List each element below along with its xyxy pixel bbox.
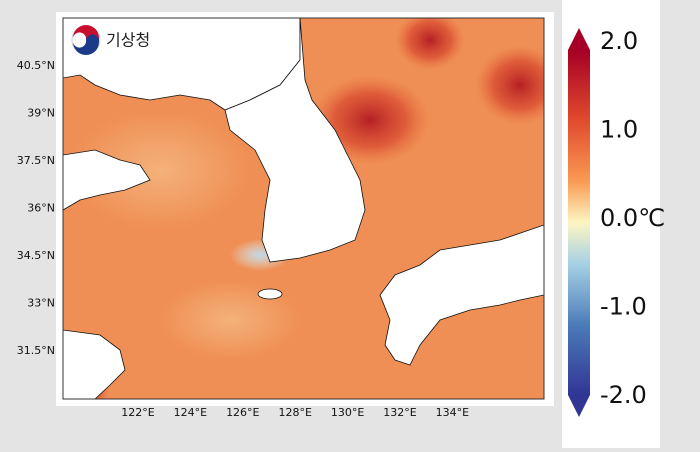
hot-area bbox=[395, 18, 465, 70]
longitude-label: 134°E bbox=[436, 406, 469, 419]
colorbar-label: -1.0 bbox=[600, 293, 647, 321]
colorbar-label: 0.0℃ bbox=[600, 204, 665, 232]
map-frame bbox=[62, 17, 545, 400]
colorbar bbox=[568, 50, 590, 395]
colorbar-label: -2.0 bbox=[600, 381, 647, 409]
longitude-label: 130°E bbox=[331, 406, 364, 419]
latitude-label: 33°N bbox=[27, 297, 55, 310]
latitude-label: 31.5°N bbox=[17, 344, 55, 357]
latitude-label: 37.5°N bbox=[17, 154, 55, 167]
longitude-label: 124°E bbox=[174, 406, 207, 419]
latitude-label: 40.5°N bbox=[17, 59, 55, 72]
latitude-labels: 40.5°N 39°N 37.5°N 36°N 34.5°N 33°N 31.5°N bbox=[17, 59, 55, 357]
warm-area bbox=[160, 280, 300, 360]
colorbar-label: 1.0 bbox=[600, 116, 638, 144]
latitude-label: 34.5°N bbox=[17, 249, 55, 262]
longitude-label: 132°E bbox=[383, 406, 416, 419]
land-korea bbox=[224, 18, 366, 263]
colorbar-label: 2.0 bbox=[600, 27, 638, 55]
sst-anomaly-map bbox=[63, 18, 544, 399]
longitude-label: 128°E bbox=[278, 406, 311, 419]
latitude-label: 39°N bbox=[27, 107, 55, 120]
land-japan bbox=[379, 224, 544, 366]
hot-area bbox=[475, 45, 544, 125]
warm-area bbox=[70, 110, 250, 230]
colorbar-max-arrow bbox=[568, 28, 590, 50]
land-south-china bbox=[63, 329, 126, 399]
longitude-label: 122°E bbox=[121, 406, 154, 419]
land-shandong bbox=[63, 149, 151, 211]
longitude-labels: 122°E 124°E 126°E 128°E 130°E 132°E 134°E bbox=[121, 406, 469, 419]
logo-text: 기상청 bbox=[106, 31, 150, 50]
land-jeju bbox=[257, 288, 283, 300]
logo-emblem-bottom bbox=[73, 34, 100, 55]
latitude-label: 36°N bbox=[27, 202, 55, 215]
colorbar-min-arrow bbox=[568, 395, 590, 417]
colorbar-labels: 2.0 1.0 0.0℃ -1.0 -2.0 bbox=[600, 27, 665, 409]
longitude-label: 126°E bbox=[226, 406, 259, 419]
